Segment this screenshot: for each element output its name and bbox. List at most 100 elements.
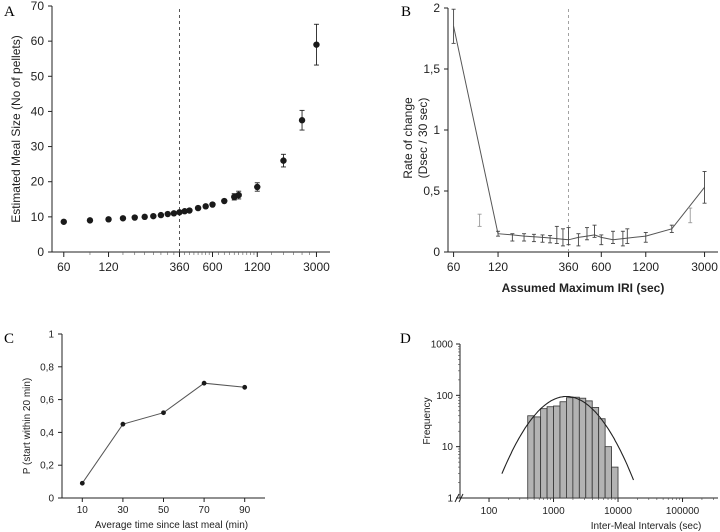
data-point-c	[161, 410, 166, 416]
series-line-c	[81, 382, 245, 484]
y-tick-label-a: 20	[31, 175, 45, 189]
x-tick-label-b: 3000	[691, 260, 718, 274]
data-point-a	[141, 213, 148, 221]
histogram-bar-d	[527, 415, 535, 499]
data-point-a	[221, 197, 228, 205]
x-tick-label-a: 360	[169, 260, 189, 274]
data-point-a	[280, 157, 287, 164]
data-point-c	[201, 380, 207, 386]
y-axis-label-d: Frequency	[422, 397, 433, 444]
histogram-bar-d	[566, 397, 574, 499]
y-tick-label-d: 10	[442, 442, 454, 453]
y-tick-label-a: 60	[31, 34, 45, 48]
y-tick-label-a: 50	[31, 69, 45, 83]
histogram-bar-d	[611, 466, 619, 499]
y-tick-label-d: 1000	[431, 340, 454, 351]
x-tick-label-a: 120	[99, 260, 119, 274]
y-axis-label-a: Estimated Meal Size (No of pellets)	[9, 35, 23, 222]
data-point-a	[202, 203, 209, 210]
x-tick-label-c: 10	[77, 505, 89, 516]
histogram-bar-d	[533, 416, 542, 499]
y-axis-label-b: Rate of change	[401, 97, 415, 179]
x-tick-label-b: 360	[559, 260, 579, 274]
histogram-bar-d	[572, 396, 580, 499]
x-axis-label-b: Assumed Maximum IRI (sec)	[502, 281, 665, 295]
histogram-bar-d	[540, 408, 548, 499]
y-tick-label-b: 2	[433, 1, 440, 15]
data-point-a	[131, 214, 138, 221]
data-point-a	[313, 41, 320, 48]
data-point-a	[60, 218, 67, 225]
x-tick-label-a: 1200	[244, 260, 271, 274]
y-tick-label-c: 1	[48, 330, 54, 341]
y-tick-label-a: 70	[31, 0, 45, 13]
data-point-a	[235, 191, 242, 199]
y-tick-label-c: 0	[48, 494, 54, 505]
y-tick-label-b: 0,5	[423, 184, 440, 198]
y-tick-label-c: 0,2	[40, 461, 54, 472]
x-tick-label-c: 50	[158, 505, 170, 516]
y-tick-label-c: 0,6	[40, 395, 54, 406]
panel-c-chart: 0 0,2 0,4 0,6 0,8 1 10 30 50 70 90 Average time sin…	[22, 330, 265, 531]
data-point-a	[105, 216, 112, 223]
y-tick-label-b: 1,5	[423, 62, 440, 76]
histogram-bar-d	[546, 406, 554, 499]
data-point-a	[176, 209, 183, 216]
data-point-a	[194, 204, 202, 212]
data-point-a	[298, 117, 306, 124]
data-point-c	[120, 421, 126, 427]
data-point-a	[170, 210, 178, 217]
data-point-a	[209, 201, 216, 208]
x-tick-label-b: 60	[447, 260, 461, 274]
x-axis-label-d: Inter-Meal Intervals (sec)	[591, 521, 702, 532]
panel-label-b: B	[401, 4, 411, 20]
x-axis-label-c: Average time since last meal (min)	[95, 520, 248, 531]
x-tick-label-d: 1000	[542, 506, 565, 517]
x-tick-label-b: 120	[488, 260, 508, 274]
y-tick-label-b: 0	[433, 245, 440, 259]
data-point-a	[119, 215, 127, 222]
x-tick-label-d: 100	[481, 506, 498, 517]
data-point-a	[150, 212, 157, 220]
x-tick-label-b: 600	[591, 260, 611, 274]
y-tick-label-a: 10	[31, 210, 45, 224]
x-tick-label-a: 3000	[303, 260, 330, 274]
x-tick-label-a: 600	[202, 260, 222, 274]
y-axis-label-b-units: (Dsec / 30 sec)	[416, 98, 430, 179]
panel-b-chart: 0 0,5 1 1,5 2 60 120 360 600 1200 3000 Assumed Maxi…	[401, 1, 718, 295]
y-tick-label-c: 0,4	[40, 428, 54, 439]
panel-label-d: D	[400, 331, 411, 347]
series-line-b	[453, 26, 705, 241]
histogram-bar-d	[598, 418, 606, 499]
x-tick-label-a: 60	[57, 260, 71, 274]
axis-break-d	[458, 493, 464, 503]
histogram-bar-d	[559, 401, 567, 499]
y-axis-label-c: P (start within 20 min)	[22, 378, 33, 475]
data-point-a	[164, 210, 171, 218]
data-point-a	[157, 211, 165, 219]
data-point-a	[86, 217, 94, 224]
histogram-bar-d	[604, 446, 612, 499]
x-tick-label-d: 10000	[604, 506, 632, 517]
panel-a-chart: 0 10 20 30 40 50 60 70 60 120 360 600 1200 3000 Estima…	[9, 0, 330, 274]
data-point-c	[79, 480, 85, 486]
data-point-a	[181, 208, 188, 215]
y-tick-label-b: 1	[433, 123, 440, 137]
x-tick-label-c: 90	[239, 505, 251, 516]
y-tick-label-d: 1	[447, 494, 453, 505]
histogram-bar-d	[585, 400, 593, 499]
y-tick-label-c: 0,8	[40, 362, 54, 373]
panel-d-chart: 1 10 100 1000 100 1000 10000 100000 Inter-Meal I…	[422, 340, 718, 532]
y-tick-label-a: 40	[31, 104, 45, 118]
fit-curve-d	[501, 395, 635, 481]
x-tick-label-c: 30	[117, 505, 129, 516]
histogram-bar-d	[578, 397, 587, 499]
data-point-c	[242, 384, 248, 390]
y-tick-label-a: 0	[37, 245, 44, 259]
x-tick-label-d: 100000	[666, 506, 700, 517]
y-tick-label-d: 100	[436, 391, 453, 402]
y-tick-label-a: 30	[31, 140, 45, 154]
histogram-bar-d	[553, 405, 561, 499]
histogram-bar-d	[591, 407, 600, 499]
